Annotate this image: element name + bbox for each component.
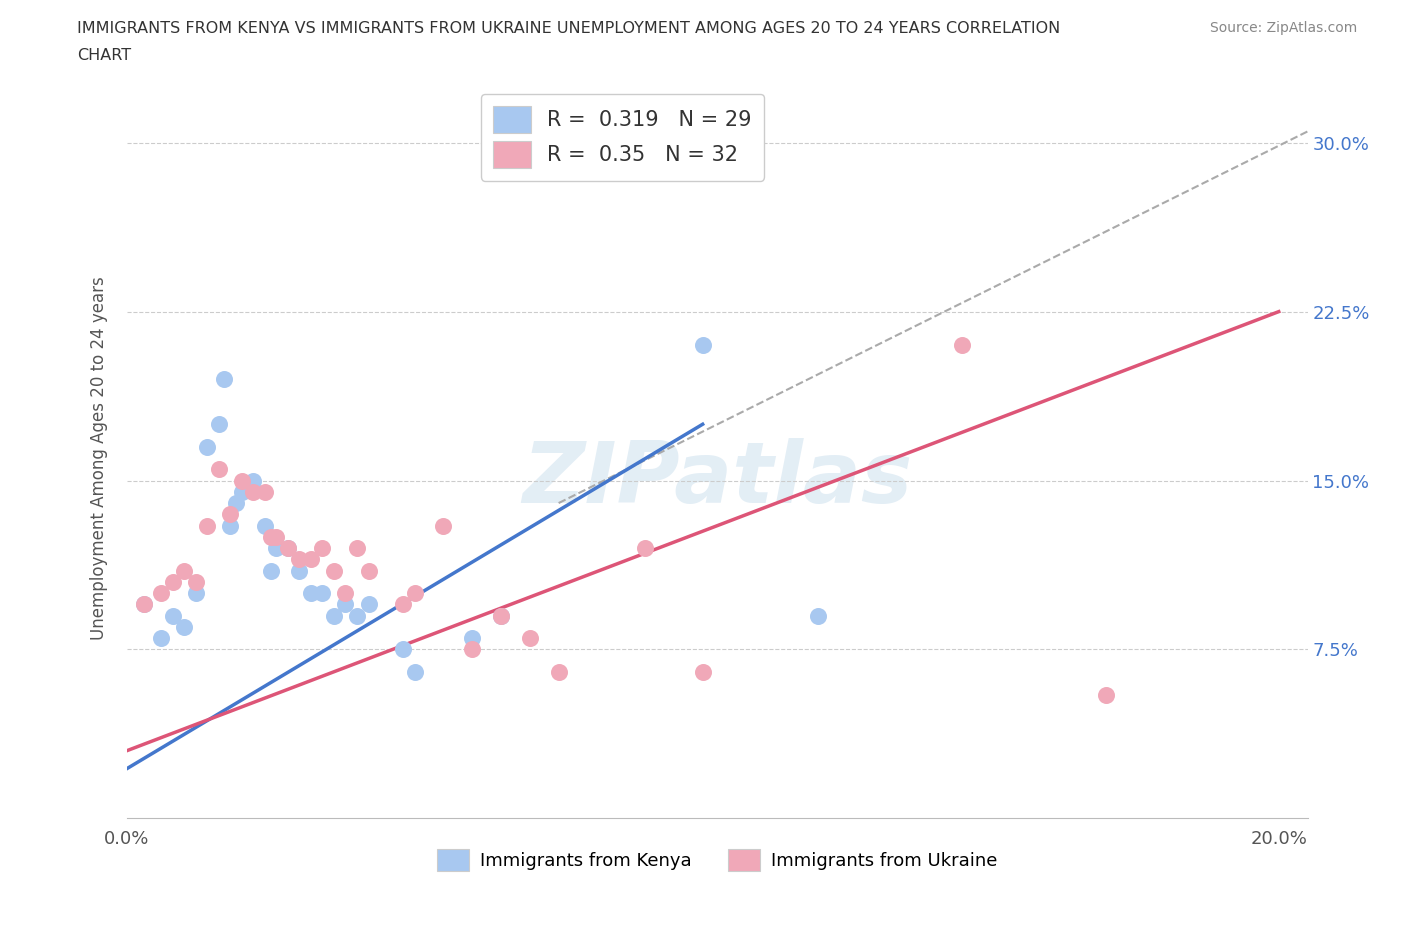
Point — [692, 338, 714, 352]
Point — [242, 485, 264, 499]
Point — [208, 462, 231, 477]
Point — [311, 586, 333, 601]
Point — [404, 665, 426, 680]
Point — [634, 540, 657, 555]
Point — [288, 564, 311, 578]
Point — [311, 540, 333, 555]
Point — [231, 485, 253, 499]
Point — [335, 597, 357, 612]
Point — [357, 597, 380, 612]
Point — [392, 597, 415, 612]
Text: IMMIGRANTS FROM KENYA VS IMMIGRANTS FROM UKRAINE UNEMPLOYMENT AMONG AGES 20 TO 2: IMMIGRANTS FROM KENYA VS IMMIGRANTS FROM… — [77, 21, 1060, 36]
Point — [253, 485, 276, 499]
Point — [132, 597, 155, 612]
Point — [214, 372, 236, 387]
Point — [288, 551, 311, 566]
Text: ZIPatlas: ZIPatlas — [522, 438, 912, 521]
Text: CHART: CHART — [77, 48, 131, 63]
Point — [162, 608, 184, 623]
Point — [323, 608, 346, 623]
Point — [184, 586, 207, 601]
Point — [950, 338, 973, 352]
Point — [253, 518, 276, 533]
Point — [219, 518, 242, 533]
Point — [259, 564, 281, 578]
Point — [461, 642, 484, 657]
Point — [547, 665, 569, 680]
Point — [346, 608, 368, 623]
Point — [357, 564, 380, 578]
Point — [277, 540, 299, 555]
Point — [1095, 687, 1118, 702]
Point — [299, 586, 322, 601]
Point — [259, 529, 281, 544]
Point — [150, 586, 173, 601]
Point — [489, 608, 512, 623]
Point — [195, 518, 218, 533]
Point — [299, 551, 322, 566]
Point — [184, 575, 207, 590]
Point — [150, 631, 173, 645]
Point — [519, 631, 541, 645]
Point — [266, 529, 288, 544]
Point — [392, 642, 415, 657]
Point — [225, 496, 247, 511]
Point — [173, 564, 195, 578]
Point — [208, 417, 231, 432]
Point — [266, 540, 288, 555]
Point — [219, 507, 242, 522]
Point — [173, 619, 195, 634]
Point — [489, 608, 512, 623]
Point — [242, 473, 264, 488]
Point — [195, 439, 218, 454]
Point — [323, 564, 346, 578]
Point — [231, 473, 253, 488]
Point — [277, 540, 299, 555]
Point — [432, 518, 454, 533]
Y-axis label: Unemployment Among Ages 20 to 24 years: Unemployment Among Ages 20 to 24 years — [90, 276, 108, 640]
Text: Source: ZipAtlas.com: Source: ZipAtlas.com — [1209, 21, 1357, 35]
Point — [404, 586, 426, 601]
Point — [461, 631, 484, 645]
Point — [346, 540, 368, 555]
Point — [335, 586, 357, 601]
Point — [162, 575, 184, 590]
Point — [692, 665, 714, 680]
Legend: Immigrants from Kenya, Immigrants from Ukraine: Immigrants from Kenya, Immigrants from U… — [429, 842, 1005, 878]
Point — [807, 608, 830, 623]
Point — [132, 597, 155, 612]
